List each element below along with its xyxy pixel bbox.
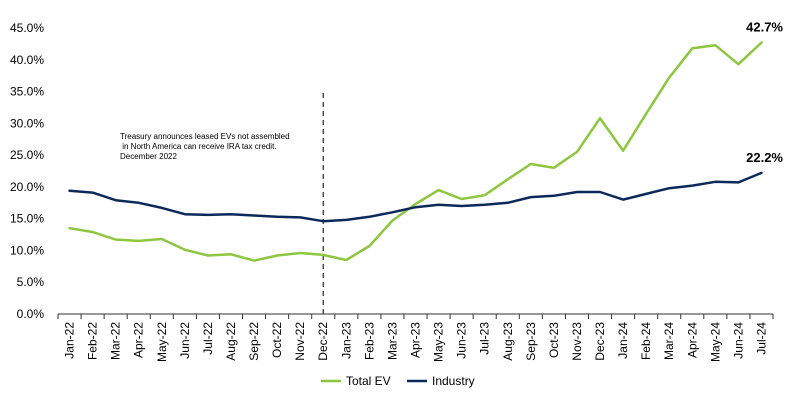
x-tick-label: Jun-24 — [731, 322, 745, 359]
y-tick-label: 0.0% — [17, 307, 45, 321]
x-tick-label: Dec-22 — [316, 322, 330, 361]
y-tick-label: 30.0% — [10, 116, 44, 130]
end-value-label-industry: 22.2% — [746, 150, 783, 165]
annotation-line-2: in North America can receive IRA tax cre… — [120, 142, 277, 151]
y-tick-label: 5.0% — [17, 275, 45, 289]
x-tick-label: Jan-23 — [339, 322, 353, 359]
legend-label-industry: Industry — [432, 374, 475, 388]
x-tick-label: Feb-23 — [362, 322, 376, 360]
end-value-label-total-ev: 42.7% — [746, 20, 783, 35]
x-tick-label: Jun-22 — [178, 322, 192, 359]
y-tick-label: 20.0% — [10, 180, 44, 194]
series-line-total-ev — [68, 41, 763, 262]
end-labels: 42.7% 22.2% — [746, 20, 783, 165]
annotation-line-3: December 2022 — [120, 152, 177, 161]
series-line-industry — [68, 171, 763, 223]
x-tick-label: Apr-23 — [409, 322, 423, 358]
x-tick-label: May-24 — [708, 322, 722, 362]
x-tick-label: Feb-24 — [639, 322, 653, 360]
y-tick-label: 25.0% — [10, 148, 44, 162]
series-layer — [68, 41, 763, 262]
x-tick-label: Aug-23 — [501, 322, 515, 361]
legend-label-total-ev: Total EV — [346, 374, 391, 388]
y-tick-label: 40.0% — [10, 53, 44, 67]
x-tick-label: Apr-24 — [685, 322, 699, 358]
annotation-line-1: Treasury announces leased EVs not assemb… — [120, 132, 290, 141]
x-tick-label: Nov-23 — [570, 322, 584, 361]
x-tick-label: Mar-24 — [662, 322, 676, 360]
x-tick-label: Mar-22 — [109, 322, 123, 360]
x-tick-label: Jul-24 — [754, 322, 768, 355]
x-tick-label: Jan-22 — [63, 322, 77, 359]
y-tick-label: 45.0% — [10, 21, 44, 35]
x-tick-label: Feb-22 — [86, 322, 100, 360]
y-axis: 0.0% 5.0% 10.0% 15.0% 20.0% 25.0% 30.0% 35.0% 40… — [10, 21, 44, 321]
x-tick-label: Jan-24 — [616, 322, 630, 359]
x-tick-label: May-23 — [432, 322, 446, 362]
december-2022-marker: Treasury announces leased EVs not assemb… — [120, 93, 324, 314]
x-tick-label: Aug-22 — [224, 322, 238, 361]
x-tick-label: Nov-22 — [293, 322, 307, 361]
x-tick-label: Sep-23 — [524, 322, 538, 361]
y-tick-label: 10.0% — [10, 243, 44, 257]
x-tick-label: Sep-22 — [247, 322, 261, 361]
legend: Total EV Industry — [321, 374, 475, 388]
y-tick-label: 15.0% — [10, 212, 44, 226]
x-tick-label: Oct-22 — [270, 322, 284, 358]
x-tick-label: Dec-23 — [593, 322, 607, 361]
x-tick-label: Jul-22 — [201, 322, 215, 355]
x-tick-label: Apr-22 — [132, 322, 146, 358]
x-axis: Jan-22 Feb-22 Mar-22 Apr-22 May-22 Jun-22 Jul-… — [57, 313, 774, 362]
x-tick-label: May-22 — [155, 322, 169, 362]
x-tick-label: Jun-23 — [455, 322, 469, 359]
x-tick-label: Oct-23 — [547, 322, 561, 358]
x-tick-label: Mar-23 — [385, 322, 399, 360]
x-tick-label: Jul-23 — [478, 322, 492, 355]
y-tick-label: 35.0% — [10, 85, 44, 99]
